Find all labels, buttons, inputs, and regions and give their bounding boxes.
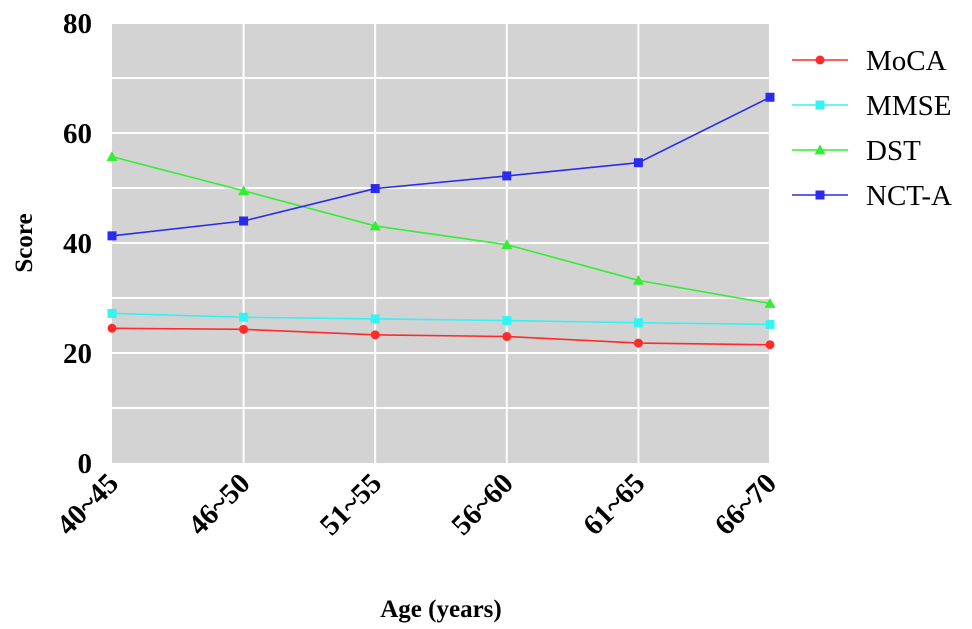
legend-item-dst: DST	[792, 135, 921, 167]
series-moca	[107, 323, 775, 350]
legend-marker	[815, 55, 825, 65]
y-axis-ticks: 0 20 40 60 80	[63, 8, 92, 480]
legend-item-moca: MoCA	[792, 45, 947, 77]
y-tick-label: 80	[63, 8, 92, 40]
x-tick-label: 56~60	[445, 467, 519, 541]
legend-label: MoCA	[866, 45, 947, 77]
data-point-moca	[239, 324, 249, 334]
series-line-dst	[111, 155, 771, 305]
x-tick-label: 66~70	[709, 467, 783, 541]
x-tick-label: 61~65	[577, 467, 651, 541]
data-point-moca	[633, 338, 643, 348]
y-tick-label: 20	[63, 338, 92, 370]
data-point-mmse	[239, 312, 249, 322]
data-point-nct-a	[633, 158, 643, 168]
legend: MoCA MMSE DST NCT-A	[792, 45, 952, 212]
x-axis-title: Age (years)	[380, 596, 501, 623]
data-point-mmse	[765, 319, 775, 329]
legend-label: DST	[866, 135, 921, 167]
legend-label: MMSE	[866, 90, 951, 122]
legend-marker	[814, 144, 826, 155]
data-point-moca	[370, 330, 380, 340]
data-point-dst	[764, 298, 776, 308]
data-point-dst	[238, 185, 250, 196]
series-layer	[106, 92, 776, 350]
y-tick-label: 60	[63, 118, 92, 150]
legend-marker	[815, 100, 825, 110]
data-point-moca	[502, 332, 512, 341]
data-point-mmse	[370, 314, 380, 324]
series-dst	[106, 151, 776, 308]
data-point-nct-a	[370, 184, 380, 194]
x-tick-label: 51~55	[314, 467, 388, 541]
data-point-nct-a	[765, 92, 775, 102]
y-tick-label: 40	[63, 228, 92, 260]
y-tick-label: 0	[78, 448, 93, 480]
series-line-nct-a	[111, 96, 771, 237]
legend-item-mmse: MMSE	[792, 90, 951, 122]
series-line-mmse	[111, 312, 771, 326]
legend-marker	[815, 190, 825, 200]
data-point-dst	[632, 274, 644, 285]
x-tick-label: 46~50	[182, 467, 256, 541]
data-point-nct-a	[239, 216, 249, 226]
data-point-moca	[107, 323, 117, 333]
data-point-mmse	[107, 308, 117, 318]
legend-label: NCT-A	[866, 180, 952, 212]
data-point-nct-a	[502, 171, 512, 181]
y-axis-title: Score	[11, 213, 38, 272]
data-point-mmse	[502, 316, 512, 326]
data-point-dst	[369, 220, 381, 231]
series-nct-a	[107, 92, 775, 241]
data-point-dst	[501, 239, 513, 250]
x-axis-ticks: 40~45 46~50 51~55 56~60 61~65 66~70	[51, 467, 783, 541]
series-mmse	[107, 308, 775, 329]
series-line-moca	[111, 327, 771, 346]
data-point-moca	[765, 340, 775, 350]
data-point-nct-a	[107, 231, 117, 241]
data-point-dst	[106, 151, 118, 162]
data-point-mmse	[633, 318, 643, 328]
legend-item-nct-a: NCT-A	[792, 180, 952, 212]
